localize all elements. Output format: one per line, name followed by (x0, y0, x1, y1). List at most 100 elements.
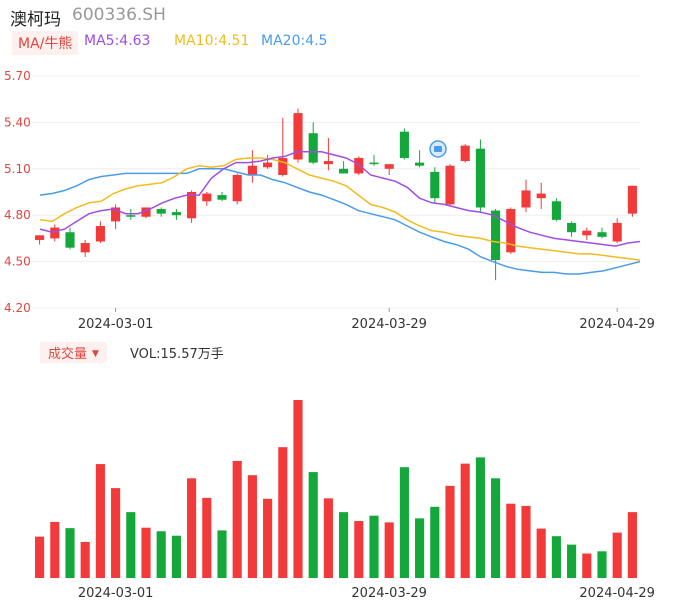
candle (111, 204, 121, 230)
candle (35, 235, 45, 245)
volume-bar (354, 521, 364, 578)
volume-bar (384, 522, 394, 578)
candle-body (247, 165, 257, 175)
candle-body (612, 222, 622, 242)
candle (202, 192, 212, 206)
candle-body (506, 209, 516, 253)
volume-bar (156, 531, 166, 578)
volume-bar (475, 457, 485, 578)
candle (293, 108, 303, 163)
candle-body (567, 222, 577, 233)
candle (475, 139, 485, 213)
candle-body (597, 232, 607, 237)
volume-bar (278, 447, 288, 578)
candle-body (232, 174, 242, 202)
candle-body (339, 168, 349, 174)
candle-body (111, 207, 121, 222)
volume-bar (445, 485, 455, 578)
volume-bar (612, 532, 622, 578)
candle (491, 209, 501, 281)
candle-body (354, 157, 364, 174)
candle-body (627, 185, 637, 214)
volume-bar (50, 521, 60, 578)
volume-bar (536, 528, 546, 578)
ma20-line (39, 168, 641, 275)
candle (278, 117, 288, 177)
candle (551, 198, 561, 222)
volume-bar (171, 535, 181, 578)
volume-indicator-tab[interactable]: 成交量 ▼ (40, 342, 107, 363)
candle (399, 128, 409, 160)
ma10-label: MA10:4.51 (174, 33, 250, 49)
volume-label: VOL:15.57万手 (130, 347, 224, 362)
candle-body (80, 243, 90, 253)
volume-bar (293, 400, 303, 578)
candle (156, 207, 166, 217)
volume-bar (141, 527, 151, 578)
candle (369, 154, 379, 166)
candle (415, 150, 425, 168)
candle-body (171, 212, 181, 216)
stock-name: 澳柯玛 (10, 10, 61, 30)
y-tick-label: 5.10 (4, 162, 31, 176)
volume-bar (551, 536, 561, 578)
volume-bar (263, 498, 273, 578)
volume-bar (627, 512, 637, 578)
candle (187, 190, 197, 223)
volume-bar (80, 541, 90, 578)
candle-body (415, 162, 425, 166)
candle (50, 224, 60, 242)
candle-body (187, 192, 197, 219)
x-tick-label: 2024-03-01 (78, 317, 154, 332)
x-tick-label: 2024-03-29 (351, 317, 427, 332)
candle-body (399, 131, 409, 158)
candle-body (369, 162, 379, 165)
candle (339, 161, 349, 174)
volume-bar (567, 544, 577, 578)
candle (582, 227, 592, 240)
candle-body (521, 190, 531, 208)
candle (627, 185, 637, 217)
candle-body (491, 210, 501, 261)
candle (247, 150, 257, 183)
candle-body (475, 148, 485, 208)
candle-body (308, 133, 318, 163)
volume-bar (597, 551, 607, 578)
volume-bar (491, 478, 501, 578)
candle-body (430, 171, 440, 199)
candle (308, 122, 318, 165)
candle (263, 154, 273, 169)
candle (217, 192, 227, 202)
candle-body (384, 164, 394, 169)
candle (460, 144, 470, 163)
candle-body (202, 193, 212, 202)
candle-body (460, 145, 470, 162)
ma-indicator-tab[interactable]: MA/牛熊 (12, 31, 79, 55)
y-tick-label: 4.50 (4, 255, 31, 269)
candle (354, 156, 364, 175)
candle-body (536, 193, 546, 199)
candle-body (293, 113, 303, 160)
ma20-label: MA20:4.5 (261, 33, 328, 49)
candle-body (65, 232, 75, 248)
volume-bar (521, 505, 531, 578)
candle (430, 167, 440, 203)
badge-core (434, 146, 442, 152)
stock-code: 600336.SH (72, 5, 166, 25)
volume-bar (323, 498, 333, 578)
y-tick-label: 4.80 (4, 208, 31, 222)
candle (171, 209, 181, 220)
candle (597, 227, 607, 239)
candle-body (126, 215, 136, 217)
x-tick-label: 2024-04-29 (579, 317, 655, 332)
volume-bar (415, 518, 425, 578)
candle (65, 227, 75, 250)
volume-bar (187, 478, 197, 578)
candle-body (141, 207, 151, 217)
dropdown-arrow-icon: ▼ (92, 349, 99, 359)
ma5-label: MA5:4.63 (84, 33, 151, 49)
volume-bar (247, 475, 257, 578)
volume-bar (369, 515, 379, 578)
candle-body (95, 226, 105, 242)
